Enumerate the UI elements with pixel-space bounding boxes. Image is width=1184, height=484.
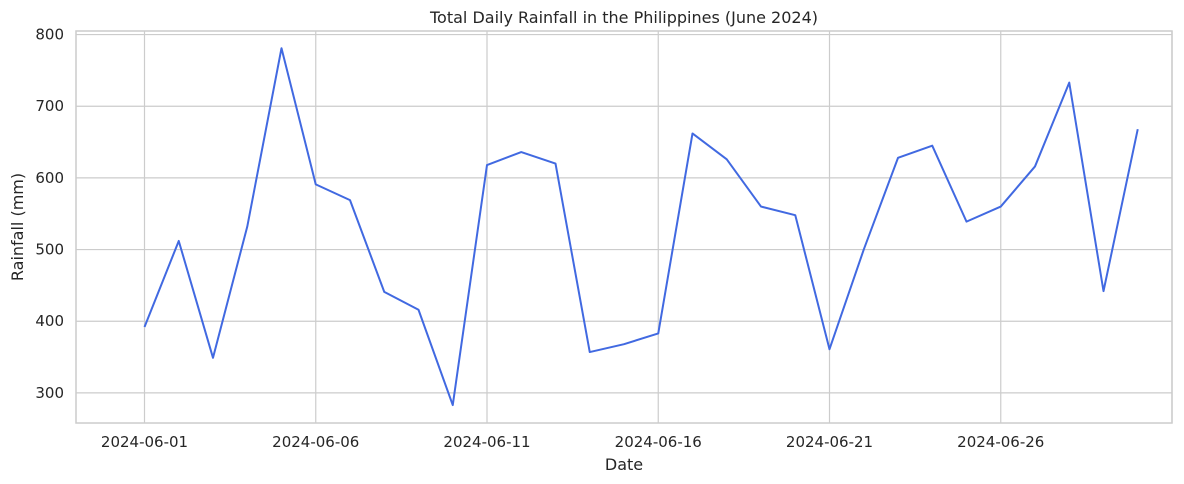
data-point (724, 157, 729, 162)
data-point (382, 289, 387, 294)
data-point (211, 355, 216, 360)
x-tick-label: 2024-06-21 (786, 433, 873, 451)
x-tick-label: 2024-06-06 (272, 433, 359, 451)
data-point (998, 204, 1003, 209)
data-point (793, 213, 798, 218)
data-point (861, 247, 866, 252)
x-tick-label: 2024-06-01 (101, 433, 188, 451)
data-point (587, 350, 592, 355)
data-point (313, 182, 318, 187)
series-line (143, 47, 1139, 407)
data-point (176, 238, 181, 243)
data-point (827, 347, 832, 352)
data-point (553, 161, 558, 166)
y-tick-label: 600 (35, 169, 64, 187)
data-point (1135, 127, 1140, 132)
data-point (142, 324, 147, 329)
x-axis-label: Date (605, 455, 643, 474)
x-tick-label: 2024-06-16 (615, 433, 702, 451)
data-point (245, 224, 250, 229)
chart-title: Total Daily Rainfall in the Philippines … (429, 8, 818, 27)
x-tick-label: 2024-06-11 (443, 433, 530, 451)
data-point (348, 198, 353, 203)
y-tick-label: 800 (35, 26, 64, 44)
y-tick-label: 400 (35, 312, 64, 330)
data-point (1067, 80, 1072, 85)
data-point (485, 163, 490, 168)
data-point (964, 219, 969, 224)
data-point (896, 155, 901, 160)
data-point (656, 331, 661, 336)
y-tick-label: 300 (35, 384, 64, 402)
y-axis-label: Rainfall (mm) (8, 173, 27, 281)
data-point (690, 131, 695, 136)
data-point (1101, 289, 1106, 294)
data-point (622, 342, 627, 347)
plot-area-frame (75, 30, 1173, 424)
data-point (930, 143, 935, 148)
y-tick-label: 500 (35, 241, 64, 259)
y-tick-label: 700 (35, 97, 64, 115)
data-point (519, 150, 524, 155)
data-point (279, 46, 284, 51)
x-tick-label: 2024-06-26 (957, 433, 1044, 451)
grid (76, 31, 1173, 423)
series-layer (142, 46, 1140, 408)
data-point (450, 403, 455, 408)
x-axis-ticks: 2024-06-01 2024-06-06 2024-06-11 2024-06-16… (101, 433, 1044, 451)
y-axis-ticks: 300 400 500 600 700 800 (35, 26, 64, 402)
data-point (759, 204, 764, 209)
data-point (416, 307, 421, 312)
data-point (1033, 164, 1038, 169)
